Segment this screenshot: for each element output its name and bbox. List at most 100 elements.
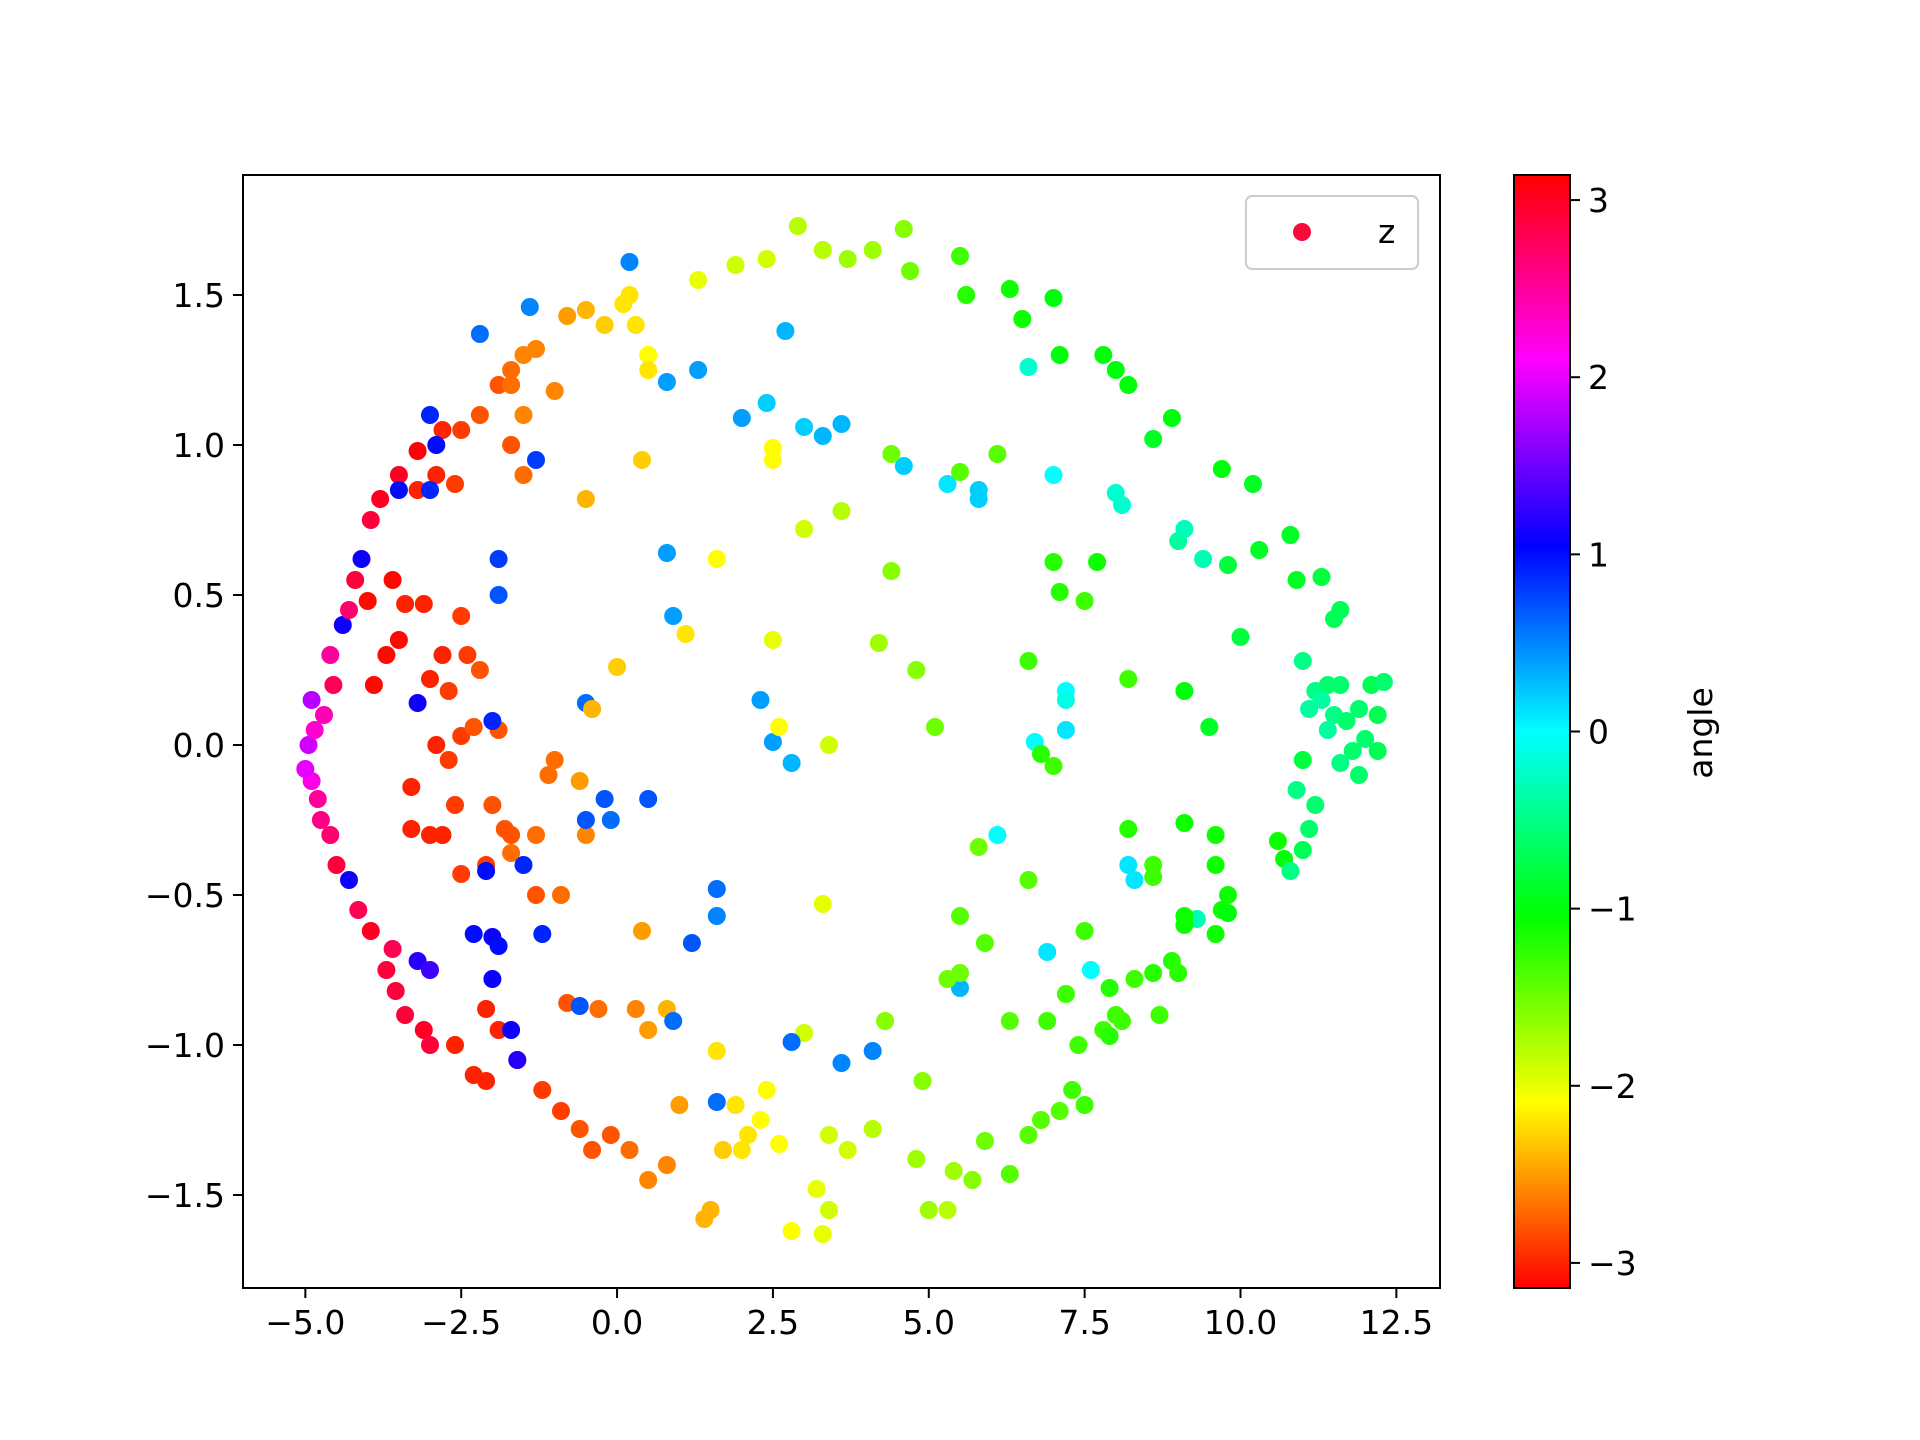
colorbar-label: angle	[1681, 687, 1720, 779]
scatter-point	[446, 796, 464, 814]
scatter-point	[483, 712, 502, 730]
scatter-point	[957, 286, 976, 304]
scatter-point	[583, 700, 602, 718]
scatter-point	[302, 691, 321, 709]
scatter-point	[1000, 1165, 1019, 1183]
scatter-point	[489, 586, 508, 604]
scatter-point	[1293, 841, 1312, 859]
scatter-point	[296, 760, 315, 778]
scatter-point	[439, 751, 458, 769]
scatter-point	[951, 463, 969, 481]
scatter-point	[757, 250, 776, 268]
scatter-point	[969, 490, 988, 508]
scatter-point	[882, 445, 901, 463]
scatter-point	[682, 934, 701, 952]
colorbar: 3 2 1 0 −1 −2 −3 angle	[1513, 174, 1720, 1289]
colorbar-tick-label: 0	[1588, 713, 1609, 752]
scatter-point	[1119, 376, 1138, 394]
scatter-point	[396, 1006, 415, 1024]
scatter-point	[782, 1033, 801, 1051]
scatter-point	[527, 886, 545, 904]
y-tick-label: −1.0	[145, 1026, 225, 1065]
scatter-point	[770, 718, 789, 736]
scatter-point	[489, 1021, 508, 1039]
scatter-point	[657, 1156, 676, 1174]
scatter-point	[489, 937, 508, 955]
colorbar-gradient	[1514, 175, 1570, 1288]
scatter-point	[1219, 556, 1237, 574]
scatter-point	[389, 631, 408, 649]
scatter-point	[421, 406, 439, 424]
scatter-point	[620, 253, 639, 271]
scatter-point	[1175, 814, 1194, 832]
scatter-point	[951, 907, 969, 925]
scatter-point	[1106, 1006, 1125, 1024]
scatter-point	[926, 718, 944, 736]
scatter-point	[1125, 970, 1144, 988]
scatter-point	[1069, 1036, 1088, 1054]
scatter-point	[1206, 826, 1225, 844]
scatter-point	[1219, 904, 1237, 922]
scatter-point	[1038, 943, 1057, 961]
scatter-point	[421, 481, 439, 499]
scatter-point	[1056, 985, 1075, 1003]
x-tick-label: 2.5	[747, 1303, 799, 1342]
scatter-point	[1044, 757, 1063, 775]
scatter-point	[1019, 1126, 1038, 1144]
scatter-point	[421, 826, 439, 844]
scatter-point	[1094, 346, 1113, 364]
legend-box	[1245, 195, 1419, 270]
scatter-point	[757, 394, 776, 412]
scatter-point	[527, 451, 545, 469]
scatter-point	[389, 481, 408, 499]
scatter-point	[1356, 730, 1375, 748]
scatter-point	[938, 1201, 957, 1219]
scatter-point	[1206, 856, 1225, 874]
scatter-point	[502, 361, 521, 379]
scatter-point	[832, 415, 851, 433]
scatter-point	[1281, 526, 1300, 544]
scatter-point	[483, 796, 502, 814]
scatter-point	[1075, 922, 1094, 940]
scatter-point	[1144, 964, 1163, 982]
scatter-point	[913, 1072, 932, 1090]
scatter-point	[346, 571, 365, 589]
scatter-point	[433, 646, 452, 664]
scatter-point	[1019, 358, 1038, 376]
scatter-point	[1244, 475, 1262, 493]
scatter-point	[421, 961, 439, 979]
scatter-point	[1374, 673, 1393, 691]
legend-marker	[1293, 223, 1311, 241]
scatter-point	[763, 733, 782, 751]
scatter-point	[595, 316, 614, 334]
scatter-point	[639, 346, 658, 364]
scatter-point	[820, 1126, 838, 1144]
scatter-point	[813, 1225, 832, 1243]
scatter-point	[340, 871, 358, 889]
scatter-point	[751, 691, 770, 709]
scatter-point	[601, 811, 620, 829]
scatter-point	[1032, 745, 1050, 763]
scatter-point	[1331, 754, 1350, 772]
scatter-point	[495, 820, 514, 838]
scatter-point	[1032, 1111, 1050, 1129]
scatter-point	[689, 361, 708, 379]
scatter-point	[1050, 1102, 1069, 1120]
scatter-point	[1206, 925, 1225, 943]
scatter-point	[1119, 856, 1138, 874]
scatter-point	[408, 442, 427, 460]
scatter-point	[1162, 409, 1181, 427]
scatter-point	[1119, 820, 1138, 838]
scatter-point	[386, 982, 405, 1000]
scatter-point	[1100, 979, 1119, 997]
scatter-point	[1194, 550, 1213, 568]
scatter-point	[452, 421, 471, 439]
scatter-point	[299, 736, 318, 754]
scatter-point	[1144, 868, 1163, 886]
scatter-point	[1318, 676, 1337, 694]
scatter-point	[1331, 676, 1350, 694]
scatter-point	[751, 1111, 770, 1129]
scatter-point	[576, 490, 595, 508]
scatter-point	[938, 475, 957, 493]
scatter-point	[907, 661, 926, 679]
